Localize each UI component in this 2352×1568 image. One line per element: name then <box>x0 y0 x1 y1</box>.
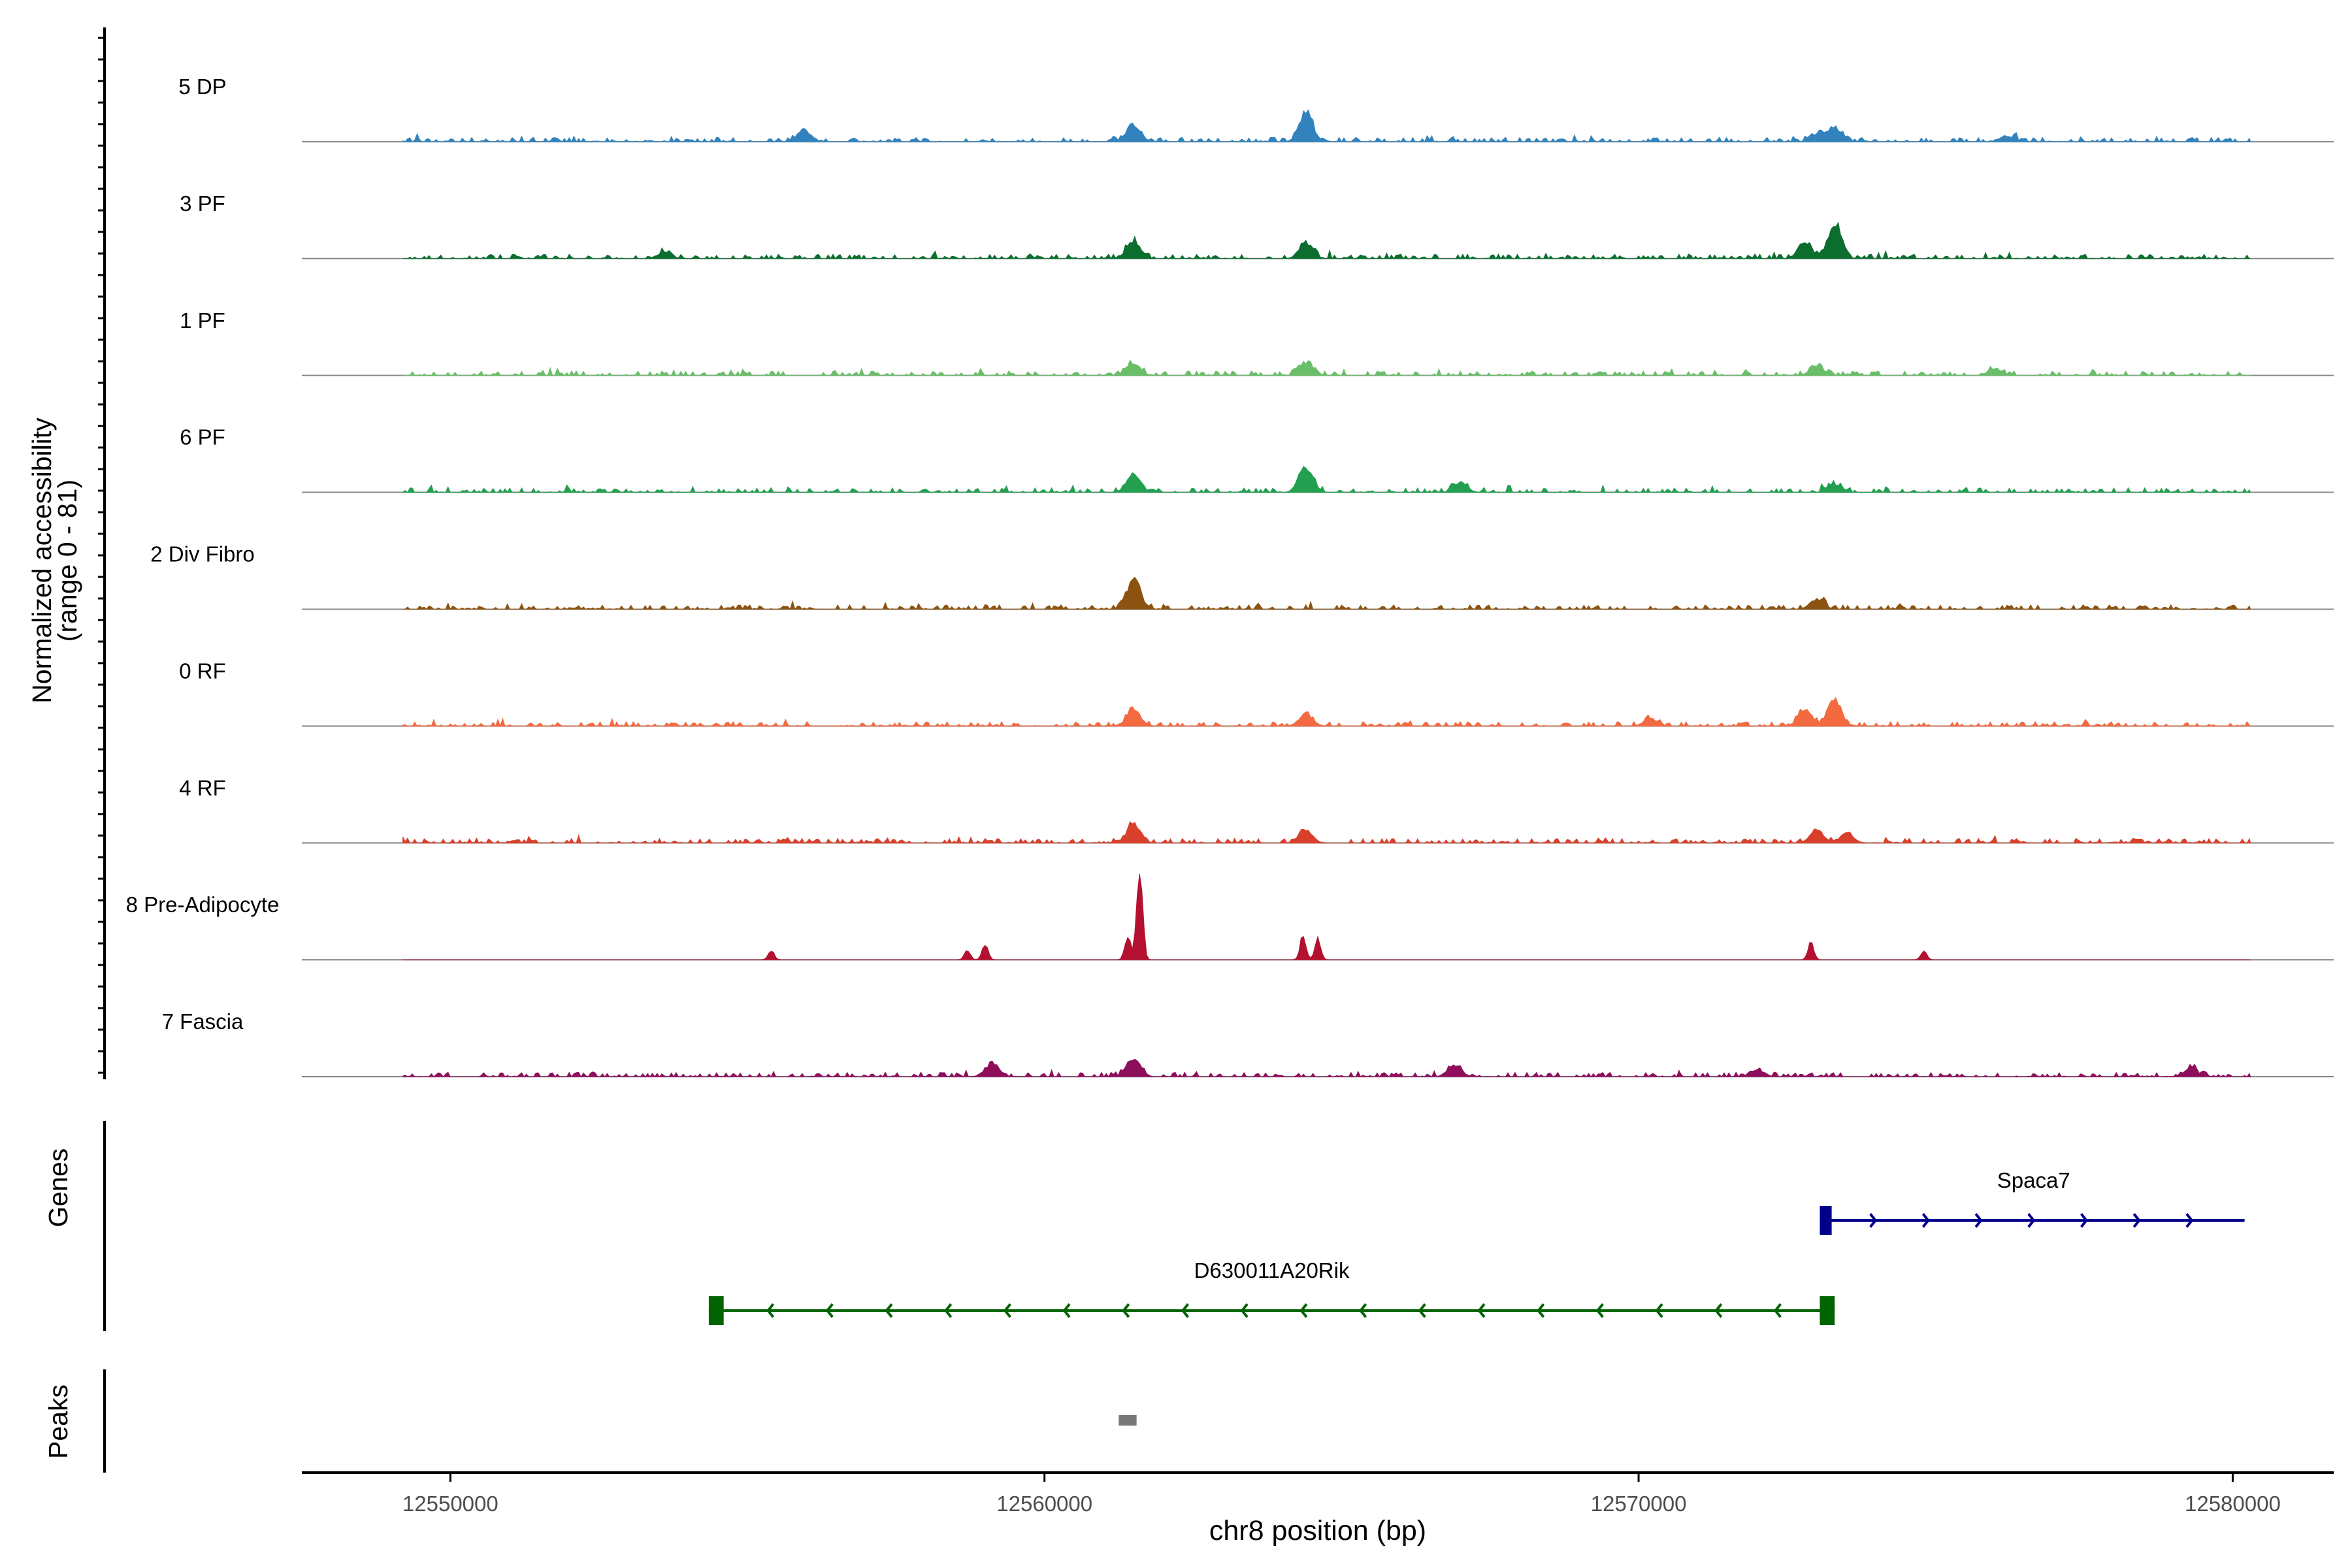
strand-arrow <box>2185 1213 2194 1228</box>
track-label: 6 PF <box>180 425 225 449</box>
peaks-panel-label: Peaks <box>43 1384 73 1459</box>
strand-arrow <box>2080 1213 2089 1228</box>
strand-arrow <box>1655 1303 1663 1318</box>
strand-arrow <box>1869 1213 1878 1228</box>
track-label: 1 PF <box>180 308 225 333</box>
coverage-area <box>402 109 2251 142</box>
coverage-area <box>402 821 2251 844</box>
strand-arrow <box>1359 1303 1367 1318</box>
track-7-fascia: 7 Fascia <box>162 1009 2334 1077</box>
gene-spaca7: Spaca7 <box>1820 1168 2245 1235</box>
track-6-pf: 6 PF <box>180 425 2334 493</box>
track-label: 7 Fascia <box>162 1009 244 1034</box>
strand-arrow <box>1299 1303 1308 1318</box>
strand-arrow <box>1773 1303 1782 1318</box>
track-label: 4 RF <box>179 776 226 800</box>
strand-arrow <box>1537 1303 1545 1318</box>
x-axis-ticks: 12550000 12560000 12570000 12580000 <box>402 1473 2281 1516</box>
strand-arrow <box>1003 1303 1011 1318</box>
track-0-rf: 0 RF <box>179 659 2334 727</box>
strand-arrow <box>2132 1213 2141 1228</box>
peak-regions <box>1119 1415 1137 1426</box>
strand-arrow <box>885 1303 893 1318</box>
exon <box>708 1296 724 1325</box>
x-tick-label: 12550000 <box>402 1492 498 1516</box>
y-axis-title-line2: (range 0 - 81) <box>52 480 82 642</box>
coverage-area <box>402 221 2251 259</box>
gene-annotations: Spaca7 D630011A20Rik <box>708 1168 2245 1325</box>
track-1-pf: 1 PF <box>180 308 2334 376</box>
track-4-rf: 4 RF <box>179 776 2334 844</box>
track-label: 8 Pre-Adipocyte <box>126 892 280 917</box>
peak-region <box>1119 1415 1137 1426</box>
strand-arrow <box>1477 1303 1486 1318</box>
x-axis-title: chr8 position (bp) <box>1209 1515 1426 1546</box>
x-tick-label: 12560000 <box>996 1492 1092 1516</box>
gene-name: D630011A20Rik <box>1194 1258 1350 1282</box>
x-tick-label: 12580000 <box>2185 1492 2281 1516</box>
accessibility-tracks: 5 DP 3 PF 1 PF 6 PF 2 Div Fibro 0 RF 4 RF 8 Pre… <box>126 74 2334 1077</box>
strand-arrow <box>1181 1303 1190 1318</box>
coverage-area <box>402 359 2251 376</box>
strand-arrow <box>1062 1303 1071 1318</box>
strand-arrow <box>1418 1303 1426 1318</box>
coverage-area <box>402 576 2251 610</box>
coverage-area <box>402 1058 2251 1077</box>
strand-arrow <box>766 1303 775 1318</box>
track-8-pre-adipocyte: 8 Pre-Adipocyte <box>126 874 2334 961</box>
track-label: 3 PF <box>180 191 225 216</box>
y-axis-ticks <box>98 37 105 1074</box>
track-3-pf: 3 PF <box>180 191 2334 259</box>
track-2-div-fibro: 2 Div Fibro <box>150 542 2334 610</box>
strand-arrow <box>1122 1303 1130 1318</box>
gene-name: Spaca7 <box>1997 1168 2070 1192</box>
coverage-area <box>402 465 2251 493</box>
strand-arrow <box>825 1303 834 1318</box>
strand-arrow <box>1921 1213 1930 1228</box>
exon <box>1820 1206 1832 1235</box>
exon <box>1820 1296 1835 1325</box>
strand-arrow <box>1974 1213 1983 1228</box>
track-label: 5 DP <box>178 74 226 99</box>
x-tick-label: 12570000 <box>1591 1492 1687 1516</box>
y-axis-title-line1: Normalized accessibility <box>27 417 57 704</box>
coverage-area <box>402 696 2252 727</box>
coverage-area <box>402 874 2251 960</box>
strand-arrow <box>2027 1213 2036 1228</box>
strand-arrow <box>1240 1303 1249 1318</box>
genes-panel-label: Genes <box>43 1149 73 1228</box>
track-label: 2 Div Fibro <box>150 542 255 566</box>
y-axis-title: Normalized accessibility (range 0 - 81) <box>27 417 82 704</box>
strand-arrow <box>1595 1303 1604 1318</box>
track-label: 0 RF <box>179 659 226 683</box>
strand-arrow <box>1714 1303 1723 1318</box>
strand-arrow <box>944 1303 953 1318</box>
gene-d630011a20rik: D630011A20Rik <box>708 1258 1835 1325</box>
track-5-dp: 5 DP <box>178 74 2334 142</box>
